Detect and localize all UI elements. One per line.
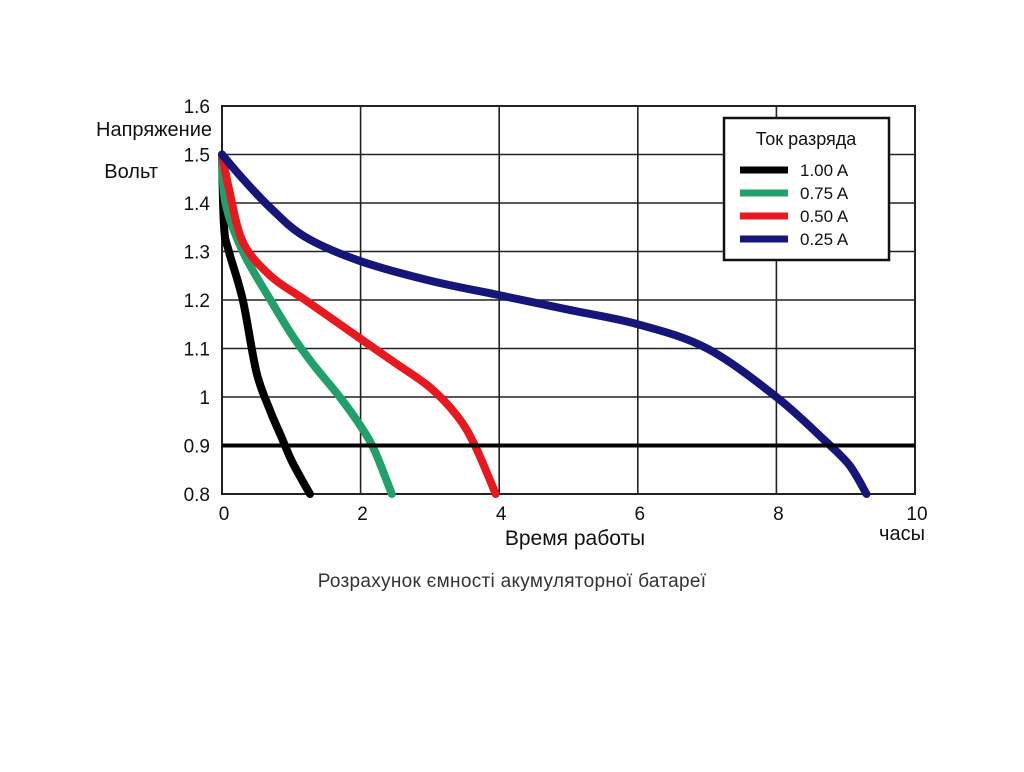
- y-tick-label: 1.3: [184, 243, 210, 264]
- series-line-2: [218, 150, 500, 498]
- y-axis-label: Напряжение: [96, 119, 212, 141]
- plot-frame: [221, 105, 916, 495]
- y-tick-label: 1.6: [184, 97, 210, 118]
- legend-label-0: 1.00 A: [800, 161, 849, 180]
- legend-label-2: 0.50 A: [800, 207, 849, 226]
- y-tick-label: 1.2: [184, 291, 210, 312]
- x-tick-label: 10: [906, 504, 927, 525]
- x-tick-label: 6: [635, 504, 646, 525]
- y-axis-unit-label: Вольт: [104, 161, 158, 183]
- y-tick-label: 1.5: [184, 146, 210, 167]
- y-tick-label: 1.4: [184, 194, 211, 215]
- x-tick-label: 2: [357, 504, 368, 525]
- series-line-0: [218, 150, 314, 498]
- y-tick-label: 1: [199, 388, 210, 409]
- legend-box: [722, 116, 891, 262]
- y-tick-label: 0.8: [184, 485, 210, 506]
- legend-label-1: 0.75 A: [800, 184, 849, 203]
- series-line-1: [218, 150, 396, 498]
- series-line-3: [218, 150, 871, 498]
- x-tick-label: 0: [219, 504, 230, 525]
- chart-caption: Розрахунок ємності акумуляторної батареї: [317, 571, 707, 592]
- y-tick-label: 0.9: [184, 437, 210, 458]
- x-axis-label: Время работы: [505, 527, 645, 550]
- x-tick-label: 8: [773, 504, 784, 525]
- x-tick-label: 4: [496, 504, 507, 525]
- legend-title: Ток разряда: [756, 129, 858, 149]
- legend-label-3: 0.25 A: [800, 230, 849, 249]
- y-tick-label: 1.1: [184, 340, 210, 361]
- x-axis-unit-label: часы: [879, 523, 925, 545]
